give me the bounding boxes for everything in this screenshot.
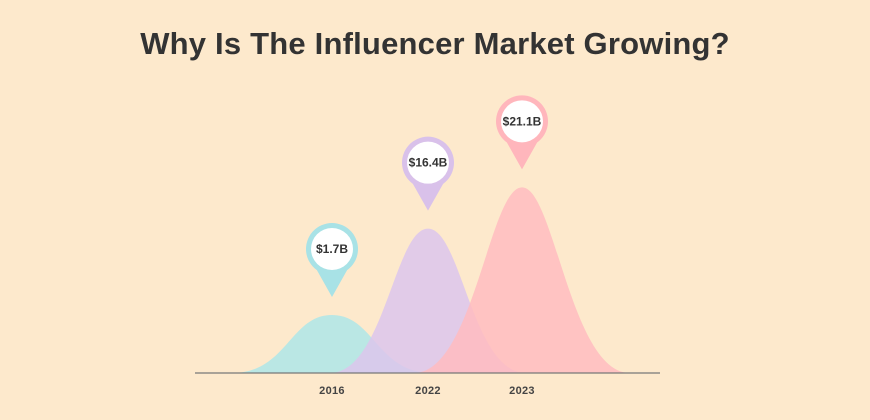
value-pins-group: $1.7B $16.4B $21.1B — [306, 95, 549, 297]
value-pin-2023: $21.1B — [496, 95, 549, 170]
pin-inner-circle-2022 — [407, 141, 449, 184]
data-label-2016: $1.7B — [316, 242, 348, 256]
data-label-2023: $21.1B — [503, 114, 542, 128]
x-tick-label-2022: 2022 — [415, 385, 441, 397]
pin-inner-circle-2016 — [311, 228, 353, 270]
area-2023 — [414, 187, 630, 373]
x-tick-label-2016: 2016 — [319, 385, 345, 397]
pin-inner-circle-2023 — [501, 100, 543, 143]
data-label-2022: $16.4B — [409, 156, 448, 170]
value-pin-2016: $1.7B — [306, 223, 358, 297]
chart-title: Why Is The Influencer Market Growing? — [140, 26, 730, 61]
value-pin-2022: $16.4B — [402, 136, 455, 211]
area-series-group — [232, 187, 630, 373]
x-tick-label-2023: 2023 — [509, 385, 535, 397]
x-axis-tick-labels: 2016 2022 2023 — [319, 385, 535, 397]
